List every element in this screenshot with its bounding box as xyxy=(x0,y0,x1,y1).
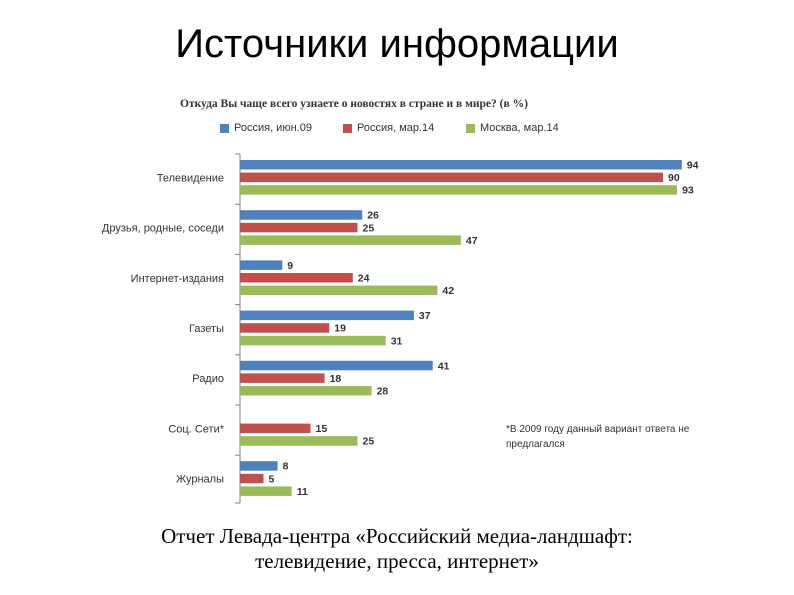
data-label: 15 xyxy=(316,423,328,435)
slide-caption: Отчет Левада-центра «Российский медиа-ла… xyxy=(0,524,794,574)
legend-label-series-1: Россия, июн.09 xyxy=(234,122,312,134)
bar xyxy=(240,235,461,245)
bar xyxy=(240,473,264,484)
data-label: 42 xyxy=(442,285,454,297)
bar xyxy=(240,285,438,296)
bar xyxy=(240,360,433,371)
chart-title: Откуда Вы чаще всего узнаете о новостях … xyxy=(180,98,528,110)
category-label: Радио xyxy=(192,373,224,385)
category-label: Интернет-издания xyxy=(131,273,224,285)
category-label: Соц. Сети* xyxy=(168,423,224,435)
data-label: 5 xyxy=(269,473,275,485)
bar xyxy=(240,386,372,396)
bar xyxy=(240,423,311,434)
legend-swatch-series-1 xyxy=(220,123,229,133)
bar xyxy=(240,172,663,183)
bar xyxy=(240,461,278,471)
legend-swatch-series-2 xyxy=(343,123,352,133)
data-label: 28 xyxy=(377,386,389,398)
bar xyxy=(240,210,363,220)
category-label: Газеты xyxy=(189,323,224,335)
data-label: 8 xyxy=(283,461,289,473)
bar xyxy=(240,335,386,346)
legend-item-series-1: Россия, июн.09 xyxy=(220,122,312,134)
category-label: Телевидение xyxy=(157,172,224,184)
bar xyxy=(240,373,325,383)
data-label: 37 xyxy=(419,310,431,322)
caption-line-1: Отчет Левада-центра «Российский медиа-ла… xyxy=(161,524,633,548)
data-label: 93 xyxy=(682,185,694,197)
data-label: 9 xyxy=(287,260,293,272)
data-label: 18 xyxy=(330,373,342,385)
bar xyxy=(240,273,353,283)
data-label: 47 xyxy=(466,235,478,247)
bar xyxy=(240,310,414,321)
legend-swatch-series-3 xyxy=(466,123,475,133)
category-label: Журналы xyxy=(176,474,224,486)
bar xyxy=(240,486,292,496)
bar xyxy=(240,222,358,233)
data-label: 41 xyxy=(438,360,450,372)
data-label: 31 xyxy=(391,335,403,347)
data-label: 94 xyxy=(687,160,699,172)
chart-footnote: *В 2009 году данный вариант ответа не пр… xyxy=(506,424,690,450)
legend-item-series-2: Россия, мар.14 xyxy=(343,122,434,134)
bar xyxy=(240,436,358,446)
bar xyxy=(240,160,682,170)
legend-label-series-3: Москва, мар.14 xyxy=(480,122,559,134)
chart-area: Откуда Вы чаще всего узнаете о новостях … xyxy=(60,92,750,512)
data-label: 26 xyxy=(367,210,379,222)
bar xyxy=(240,260,283,270)
bar xyxy=(240,323,330,333)
legend-label-series-2: Россия, мар.14 xyxy=(357,122,435,134)
data-label: 19 xyxy=(334,323,346,335)
data-label: 25 xyxy=(363,222,375,234)
data-label: 25 xyxy=(363,436,375,448)
slide-title: Источники информации xyxy=(175,22,619,66)
legend-item-series-3: Москва, мар.14 xyxy=(466,122,559,134)
category-label: Друзья, родные, соседи xyxy=(102,223,224,235)
caption-line-2: телевидение, пресса, интернет» xyxy=(255,549,539,573)
data-label: 24 xyxy=(358,273,370,285)
data-label: 90 xyxy=(668,172,680,184)
data-label: 11 xyxy=(297,486,308,498)
bar xyxy=(240,185,678,195)
